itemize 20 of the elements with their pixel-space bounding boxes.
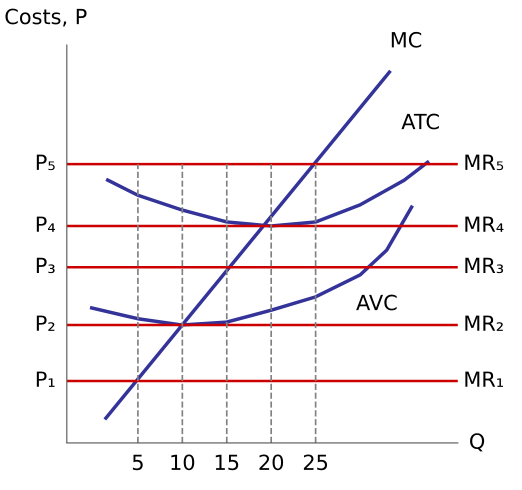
ref-line-label: MR₁ <box>465 372 504 387</box>
series-label: ATC <box>401 114 439 130</box>
series-label: MC <box>392 32 422 48</box>
x-tick-label: 15 <box>216 454 238 470</box>
ref-line-label: MR₄ <box>465 216 504 232</box>
x-axis-title: Q <box>470 433 484 452</box>
y-axis-title: Costs, P <box>5 8 87 27</box>
ref-line-label: MR₅ <box>465 154 504 170</box>
x-tick-label: 10 <box>171 454 194 470</box>
text: P₅ <box>36 154 55 170</box>
text: P₄ <box>36 216 56 232</box>
series-label: AVC <box>356 294 397 310</box>
text: P₁ <box>36 372 55 387</box>
ref-line-label: MR₂ <box>465 316 503 331</box>
x-tick-label: 20 <box>259 454 284 470</box>
text: P₂ <box>36 316 54 331</box>
x-tick-label: 5 <box>132 454 143 470</box>
x-tick-label: 25 <box>304 454 328 470</box>
ref-line-label: MR₃ <box>465 258 504 274</box>
text: P₃ <box>36 258 55 274</box>
